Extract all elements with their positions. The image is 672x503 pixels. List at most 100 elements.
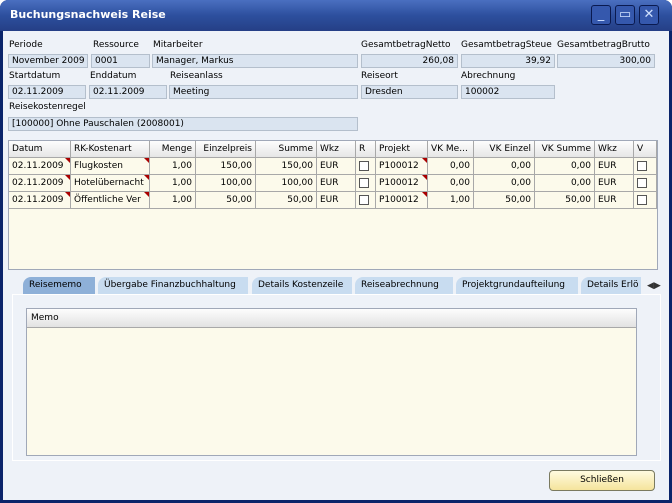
- column-header[interactable]: V: [634, 141, 657, 158]
- tab-4[interactable]: Projektgrundaufteilung: [456, 277, 578, 294]
- ressource-field[interactable]: 0001: [91, 54, 150, 68]
- tab-3[interactable]: Reiseabrechnung: [355, 277, 453, 294]
- grid-cell[interactable]: 02.11.2009: [9, 192, 71, 209]
- checkbox[interactable]: [359, 178, 369, 188]
- checkbox[interactable]: [359, 195, 369, 205]
- grid-cell[interactable]: Hotelübernacht: [71, 175, 150, 192]
- tab-scroll-arrows-icon[interactable]: ◀▶: [647, 281, 661, 291]
- link-arrow-icon[interactable]: [65, 175, 70, 180]
- grid-cell[interactable]: 50,00: [256, 192, 317, 209]
- grid-cell[interactable]: 02.11.2009: [9, 158, 71, 175]
- link-arrow-icon[interactable]: [65, 192, 70, 197]
- minimize-icon[interactable]: _: [591, 5, 611, 25]
- checkbox[interactable]: [637, 161, 647, 171]
- grid-cell[interactable]: Öffentliche Ver: [71, 192, 150, 209]
- grid-cell[interactable]: 1,00: [428, 192, 474, 209]
- table-row[interactable]: 02.11.2009 Hotelübernacht 1,00 100,00 100,00…: [9, 175, 657, 192]
- brutto-field[interactable]: 300,00: [557, 54, 655, 68]
- column-header[interactable]: Einzelpreis: [196, 141, 256, 158]
- grid-cell[interactable]: 0,00: [535, 175, 595, 192]
- grid-cell[interactable]: [634, 175, 657, 192]
- cell-text: R: [359, 144, 366, 154]
- grid-cell[interactable]: Flugkosten: [71, 158, 150, 175]
- grid-cell[interactable]: EUR: [595, 192, 634, 209]
- grid-cell[interactable]: 50,00: [196, 192, 256, 209]
- regel-field[interactable]: [100000] Ohne Pauschalen (2008001): [8, 117, 358, 131]
- grid-cell[interactable]: [634, 158, 657, 175]
- close-button[interactable]: Schließen: [549, 470, 655, 491]
- column-header[interactable]: Wkz: [317, 141, 356, 158]
- grid-cell[interactable]: EUR: [317, 192, 356, 209]
- cell-text: 100,00: [220, 178, 253, 188]
- column-header[interactable]: Projekt: [376, 141, 428, 158]
- grid-cell[interactable]: 100,00: [256, 175, 317, 192]
- column-header[interactable]: Summe: [256, 141, 317, 158]
- netto-field[interactable]: 260,08: [361, 54, 458, 68]
- tab-5[interactable]: Details Erlö: [581, 277, 641, 294]
- grid-cell[interactable]: P100012: [376, 192, 428, 209]
- table-row[interactable]: 02.11.2009 Flugkosten 1,00 150,00 150,00 EUR P…: [9, 158, 657, 175]
- grid-cell[interactable]: P100012: [376, 175, 428, 192]
- table-row[interactable]: 02.11.2009 Öffentliche Ver 1,00 50,00 50,00 E…: [9, 192, 657, 209]
- grid-cell[interactable]: 0,00: [428, 158, 474, 175]
- column-header[interactable]: VK Me...: [428, 141, 474, 158]
- grid-cell[interactable]: 0,00: [474, 175, 535, 192]
- periode-field[interactable]: November 2009: [8, 54, 88, 68]
- grid-cell[interactable]: 1,00: [150, 175, 196, 192]
- link-arrow-icon[interactable]: [144, 192, 149, 197]
- mitarbeiter-field[interactable]: Manager, Markus: [152, 54, 358, 68]
- reiseort-field[interactable]: Dresden: [361, 85, 458, 99]
- title-bar[interactable]: Buchungsnachweis Reise _ ▭ ✕: [0, 0, 672, 31]
- grid-cell[interactable]: 0,00: [428, 175, 474, 192]
- abrechnung-field[interactable]: 100002: [461, 85, 555, 99]
- grid-cell[interactable]: EUR: [595, 158, 634, 175]
- grid-cell[interactable]: EUR: [317, 175, 356, 192]
- grid-cell[interactable]: 150,00: [196, 158, 256, 175]
- close-button-label: Schließen: [580, 475, 624, 485]
- maximize-icon[interactable]: ▭: [615, 5, 635, 25]
- expense-grid[interactable]: Datum RK-Kostenart Menge Einzelpreis Summe Wk…: [8, 140, 658, 270]
- checkbox[interactable]: [637, 195, 647, 205]
- link-arrow-icon[interactable]: [422, 192, 427, 197]
- steuer-field[interactable]: 39,92: [461, 54, 555, 68]
- column-header[interactable]: Menge: [150, 141, 196, 158]
- grid-cell[interactable]: 0,00: [535, 158, 595, 175]
- grid-cell[interactable]: [634, 192, 657, 209]
- grid-cell[interactable]: 0,00: [474, 158, 535, 175]
- reiseanlass-field[interactable]: Meeting: [169, 85, 358, 99]
- grid-cell[interactable]: EUR: [595, 175, 634, 192]
- column-header[interactable]: VK Summe: [535, 141, 595, 158]
- startdatum-field[interactable]: 02.11.2009: [8, 85, 86, 99]
- grid-cell[interactable]: EUR: [317, 158, 356, 175]
- column-header[interactable]: RK-Kostenart: [71, 141, 150, 158]
- grid-cell[interactable]: 50,00: [535, 192, 595, 209]
- link-arrow-icon[interactable]: [144, 175, 149, 180]
- tab-2[interactable]: Details Kostenzeile: [252, 277, 352, 294]
- memo-grid[interactable]: Memo: [26, 308, 637, 456]
- grid-cell[interactable]: 150,00: [256, 158, 317, 175]
- column-header[interactable]: R: [356, 141, 376, 158]
- column-header[interactable]: Wkz: [595, 141, 634, 158]
- tab-0[interactable]: Reisememo: [23, 277, 95, 294]
- grid-cell[interactable]: 1,00: [150, 158, 196, 175]
- checkbox[interactable]: [359, 161, 369, 171]
- grid-cell[interactable]: 02.11.2009: [9, 175, 71, 192]
- grid-cell[interactable]: 100,00: [196, 175, 256, 192]
- column-header[interactable]: VK Einzel: [474, 141, 535, 158]
- grid-cell[interactable]: 50,00: [474, 192, 535, 209]
- close-icon[interactable]: ✕: [639, 5, 659, 25]
- grid-cell[interactable]: P100012: [376, 158, 428, 175]
- grid-cell[interactable]: [356, 192, 376, 209]
- link-arrow-icon[interactable]: [144, 158, 149, 163]
- grid-cell[interactable]: [356, 175, 376, 192]
- grid-cell[interactable]: [356, 158, 376, 175]
- enddatum-field[interactable]: 02.11.2009: [89, 85, 167, 99]
- checkbox[interactable]: [637, 178, 647, 188]
- link-arrow-icon[interactable]: [422, 158, 427, 163]
- column-header[interactable]: Datum: [9, 141, 71, 158]
- grid-cell[interactable]: 1,00: [150, 192, 196, 209]
- link-arrow-icon[interactable]: [422, 175, 427, 180]
- link-arrow-icon[interactable]: [65, 158, 70, 163]
- tab-1[interactable]: Übergabe Finanzbuchhaltung: [98, 277, 248, 294]
